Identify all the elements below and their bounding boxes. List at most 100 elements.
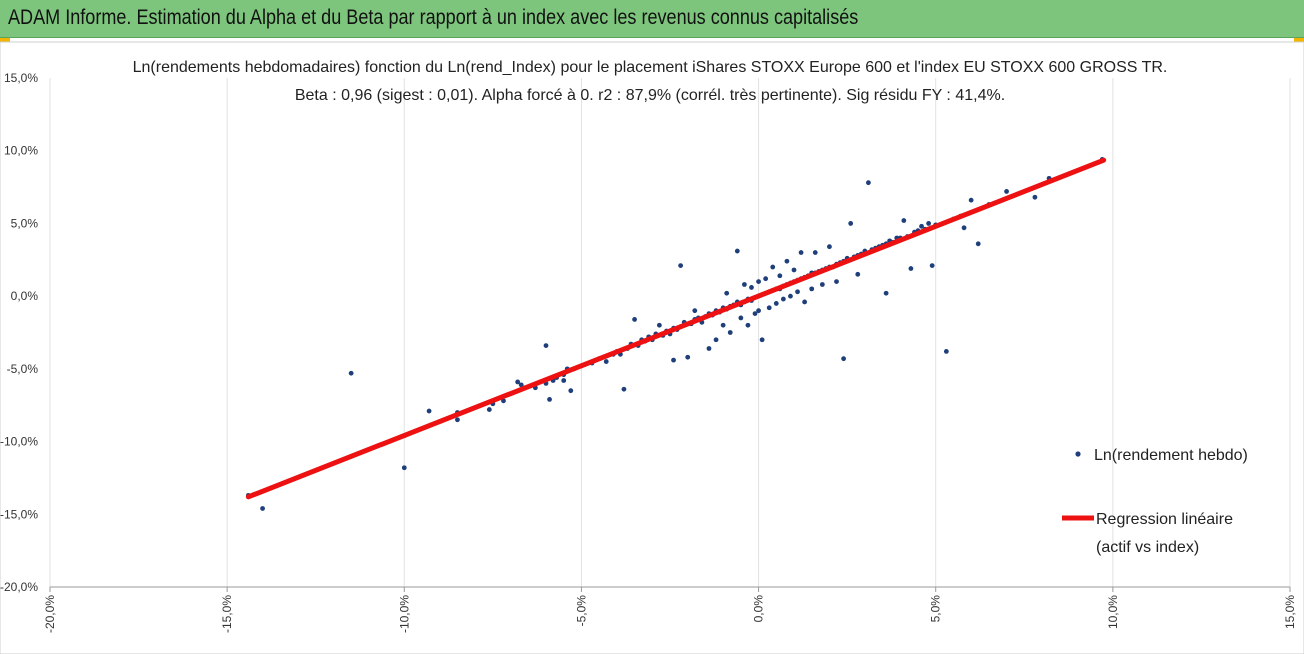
scatter-point bbox=[738, 315, 744, 321]
scatter-point bbox=[901, 218, 907, 223]
scatter-point bbox=[866, 180, 871, 186]
report-banner: ADAM Informe. Estimation du Alpha et du … bbox=[0, 0, 1304, 38]
regression-line-layer bbox=[245, 157, 1107, 500]
scatter-point bbox=[798, 250, 804, 255]
scatter-point bbox=[883, 290, 889, 296]
scatter-point bbox=[455, 417, 460, 423]
scatter-point bbox=[632, 317, 637, 322]
report-title: ADAM Informe. Estimation du Alpha et du … bbox=[8, 6, 859, 29]
scatter-point bbox=[819, 282, 825, 287]
scatter-point bbox=[834, 279, 839, 284]
gridlines bbox=[49, 78, 1291, 587]
legend-marker-scatter bbox=[1075, 451, 1081, 457]
axes: -20,0% -15,0% -10,0% -5,0% 0,0% 5,0% 10,0% 15,0… bbox=[0, 71, 1297, 633]
scatter-point bbox=[759, 337, 765, 343]
scatter-point bbox=[756, 308, 761, 314]
scatter-point bbox=[788, 293, 793, 299]
scatter-point bbox=[685, 354, 691, 360]
scatter-point bbox=[734, 248, 740, 254]
scatter-point bbox=[543, 343, 549, 348]
legend-label-scatter: Ln(rendement hebdo) bbox=[1094, 447, 1248, 464]
y-tick-label: -5,0% bbox=[7, 362, 39, 376]
y-tick-label: 5,0% bbox=[11, 216, 39, 230]
scatter-point bbox=[742, 282, 747, 287]
legend-label-regression-line2: (actif vs index) bbox=[1096, 539, 1199, 556]
scatter-point bbox=[841, 356, 846, 362]
scatter-point bbox=[791, 267, 797, 273]
y-tick-label: 15,0% bbox=[4, 71, 38, 85]
scatter-point bbox=[515, 379, 521, 385]
scatter-point bbox=[855, 271, 861, 277]
scatter-point bbox=[745, 322, 751, 328]
scatter-point bbox=[426, 408, 432, 414]
banner-corner-mark bbox=[1294, 38, 1304, 42]
scatter-point bbox=[784, 258, 790, 264]
scatter-point bbox=[919, 223, 924, 229]
scatter-point bbox=[968, 197, 974, 203]
scatter-point bbox=[348, 370, 354, 376]
scatter-point bbox=[926, 221, 932, 226]
scatter-point bbox=[603, 359, 609, 364]
scatter-point bbox=[777, 273, 783, 279]
x-tick-label: 0,0% bbox=[752, 595, 766, 623]
scatter-point bbox=[486, 407, 492, 412]
scatter-point bbox=[727, 330, 733, 335]
scatter-point bbox=[802, 299, 808, 305]
scatter-point bbox=[780, 296, 786, 302]
x-tick-label: 10,0% bbox=[1106, 595, 1120, 629]
y-tick-label: 0,0% bbox=[11, 289, 39, 303]
legend: Ln(rendement hebdo) Regression linéaire … bbox=[1062, 447, 1248, 556]
scatter-point bbox=[1032, 194, 1038, 200]
chart-subtitle: Beta : 0,96 (sigest : 0,01). Alpha forcé… bbox=[295, 87, 1005, 104]
y-tick-label: -20,0% bbox=[0, 580, 38, 594]
scatter-point bbox=[763, 276, 769, 282]
y-tick-label: -15,0% bbox=[0, 507, 38, 521]
scatter-point bbox=[770, 264, 776, 270]
scatter-point bbox=[713, 337, 719, 343]
scatter-point bbox=[692, 308, 698, 314]
chart-area bbox=[0, 41, 1304, 654]
scatter-point bbox=[724, 290, 730, 296]
regression-line bbox=[245, 157, 1107, 500]
scatter-point bbox=[518, 382, 524, 388]
scatter-point bbox=[827, 244, 832, 250]
x-tick-label: -5,0% bbox=[574, 595, 588, 627]
y-tick-label: 10,0% bbox=[4, 144, 38, 158]
scatter-point bbox=[812, 250, 818, 255]
scatter-point bbox=[401, 465, 407, 471]
x-tick-label: 5,0% bbox=[929, 595, 943, 623]
scatter-point bbox=[706, 346, 712, 351]
scatter-point bbox=[975, 241, 981, 247]
x-tick-label: -15,0% bbox=[220, 595, 234, 633]
scatter-point bbox=[756, 279, 761, 284]
scatter-point bbox=[773, 301, 779, 306]
x-tick-label: 15,0% bbox=[1283, 595, 1297, 629]
scatter-point bbox=[720, 322, 726, 328]
y-tick-label: -10,0% bbox=[0, 435, 38, 449]
banner-corner-mark bbox=[0, 38, 10, 42]
scatter-point bbox=[1004, 189, 1009, 194]
legend-label-regression: Regression linéaire bbox=[1096, 511, 1233, 528]
x-tick-label: -10,0% bbox=[397, 595, 411, 633]
scatter-point bbox=[260, 506, 265, 511]
scatter-point bbox=[943, 349, 949, 354]
x-tick-label: -20,0% bbox=[43, 595, 57, 633]
scatter-point bbox=[671, 357, 676, 363]
scatter-point bbox=[908, 266, 914, 271]
scatter-point bbox=[795, 289, 800, 295]
scatter-point bbox=[568, 388, 574, 394]
scatter-point bbox=[749, 285, 754, 290]
scatter-point bbox=[752, 311, 758, 316]
scatter-point bbox=[766, 305, 772, 311]
scatter-point bbox=[809, 286, 815, 292]
scatter-point bbox=[621, 386, 627, 392]
scatter-point bbox=[929, 263, 935, 269]
scatter-point bbox=[656, 322, 662, 328]
scatter-point bbox=[678, 263, 684, 269]
scatter-point bbox=[848, 221, 854, 226]
chart-title: Ln(rendements hebdomadaires) fonction du… bbox=[133, 59, 1168, 76]
scatter-point bbox=[961, 225, 967, 231]
scatter-point bbox=[547, 396, 552, 402]
scatter-point bbox=[501, 398, 506, 404]
